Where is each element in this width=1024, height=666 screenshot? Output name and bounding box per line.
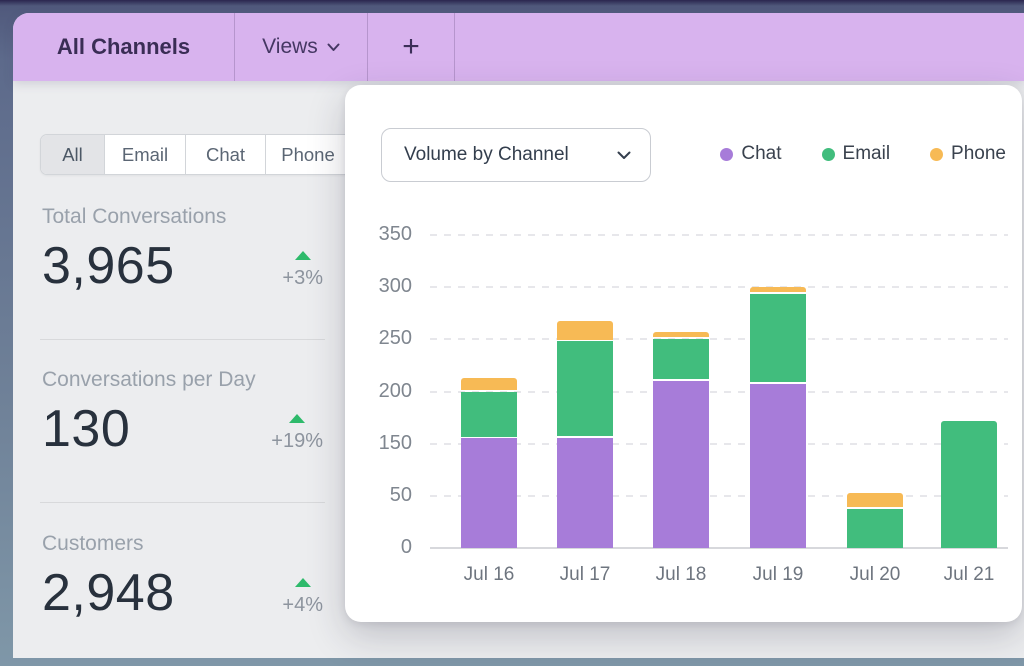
legend-label: Phone [951,143,1006,164]
bar-segment-email-jul-21 [941,421,997,548]
divider [40,339,325,340]
x-tick-label: Jul 20 [849,564,901,585]
channel-filter: All Email Chat Phone [40,134,351,175]
metric-delta: +19% [271,414,323,453]
gridline [430,338,1008,341]
bar-segment-phone-jul-18 [653,332,709,337]
legend-dot-icon [821,147,835,161]
chart-plot: 350 300 250 200 150 50 0 Jul 16 Jul 17 Jul 18 Jul … [345,85,1022,622]
delta-percent: +3% [282,267,323,289]
x-tick-label: Jul 21 [943,564,995,585]
metric-delta: +4% [282,578,323,617]
gridline [430,286,1008,289]
metric-value: 130 [42,400,131,458]
gridline [430,234,1008,236]
bar-segment-email-jul-17 [557,341,613,436]
y-tick-label: 150 [378,431,412,454]
legend-dot-icon [720,147,734,161]
filter-email[interactable]: Email [105,135,186,174]
legend-label: Email [842,143,891,164]
y-tick-label: 300 [378,275,412,298]
metric-value: 2,948 [42,564,175,622]
y-tick-label: 200 [378,379,412,402]
bar-segment-phone-jul-16 [461,378,517,390]
bar-segment-phone-jul-17 [557,321,613,340]
metric-value: 3,965 [42,237,175,295]
filter-all[interactable]: All [41,135,105,174]
trend-up-icon [289,414,306,423]
chart-type-select[interactable]: Volume by Channel [381,128,651,182]
bar-segment-chat-jul-16 [461,438,517,548]
bar-segment-chat-jul-18 [653,381,709,548]
gridline [430,442,1008,445]
delta-percent: +19% [271,430,323,452]
gridline [430,494,1008,497]
legend-dot-icon [930,147,944,161]
metric-conversations-per-day: Conversations per Day 130 +19% [42,367,323,457]
trend-up-icon [294,251,311,260]
metric-delta: +3% [282,251,323,290]
metric-label: Conversations per Day [42,368,256,391]
divider [40,502,325,503]
tab-all-channels[interactable]: All Channels [13,13,235,81]
metric-total-conversations: Total Conversations 3,965 +3% [42,204,323,294]
y-tick-label: 0 [400,536,412,558]
filter-chat[interactable]: Chat [186,135,266,174]
metric-label: Total Conversations [42,205,227,228]
legend-label: Chat [741,143,782,164]
app-window: All Channels Views + All Email Chat Phon… [13,13,1024,658]
views-dropdown-label: Views [262,35,318,58]
y-tick-label: 50 [389,483,412,506]
bar-segment-phone-jul-20 [847,493,903,507]
x-tick-label: Jul 19 [752,564,804,585]
bar-segment-chat-jul-19 [750,384,806,548]
x-axis-line [430,547,1008,549]
chevron-down-icon [617,151,631,160]
top-toolbar: All Channels Views + [13,13,1024,81]
chart-legend: Chat Email Phone [720,143,1006,165]
chart-card: Volume by Channel Chat Email Phone 350 300 2… [345,85,1022,622]
x-tick-label: Jul 16 [463,564,515,585]
filter-phone[interactable]: Phone [266,135,350,174]
views-dropdown[interactable]: Views [235,13,368,81]
x-tick-label: Jul 18 [655,564,707,585]
legend-item-chat: Chat [720,143,782,165]
bar-segment-chat-jul-17 [557,438,613,548]
trend-up-icon [294,578,311,587]
delta-percent: +4% [282,594,323,616]
gridline [430,390,1008,393]
chart-type-select-label: Volume by Channel [404,144,569,165]
add-view-button[interactable]: + [368,13,455,81]
metric-label: Customers [42,532,144,555]
metric-customers: Customers 2,948 +4% [42,531,323,621]
plus-icon: + [402,30,420,63]
y-tick-label: 250 [378,327,412,350]
legend-item-email: Email [821,143,891,165]
y-tick-label: 350 [378,223,412,245]
legend-item-phone: Phone [930,143,1006,165]
bar-segment-phone-jul-19 [750,287,806,292]
bar-segment-email-jul-18 [653,339,709,379]
bar-segment-email-jul-19 [750,294,806,382]
chevron-down-icon [327,43,340,52]
bar-segment-email-jul-20 [847,509,903,548]
bar-segment-email-jul-16 [461,392,517,437]
x-tick-label: Jul 17 [559,564,611,585]
